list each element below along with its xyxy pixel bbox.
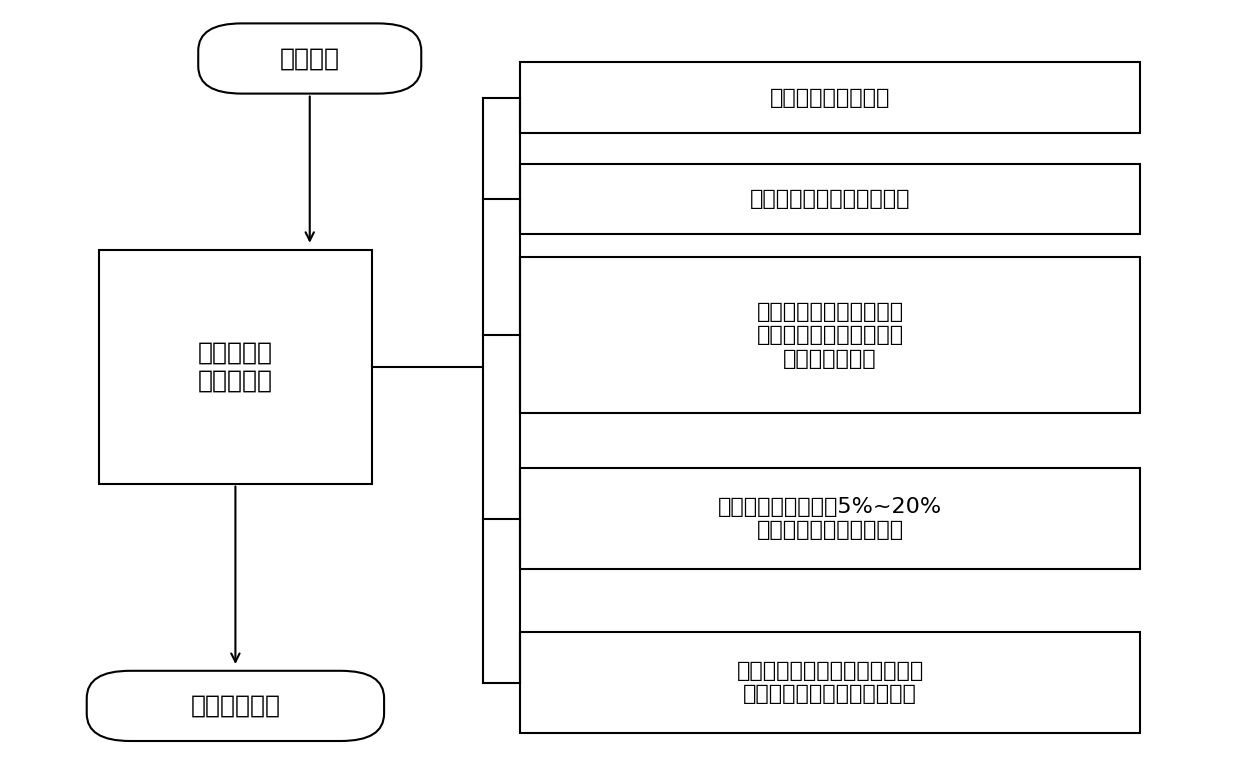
FancyBboxPatch shape <box>99 250 372 484</box>
FancyBboxPatch shape <box>520 632 1140 733</box>
Text: 获取硬盘配置信息并创建坏扇区
预测因子和预测坏扇区映射表: 获取硬盘配置信息并创建坏扇区 预测因子和预测坏扇区映射表 <box>736 661 924 704</box>
FancyBboxPatch shape <box>520 62 1140 133</box>
FancyBboxPatch shape <box>87 671 384 741</box>
Text: 硬盘上线完成: 硬盘上线完成 <box>191 694 280 718</box>
Text: 坏扇区管理
模块初始化: 坏扇区管理 模块初始化 <box>198 341 273 392</box>
FancyBboxPatch shape <box>520 257 1140 413</box>
FancyBboxPatch shape <box>198 23 421 94</box>
Text: 创建和初始化坏扇区映射表: 创建和初始化坏扇区映射表 <box>750 189 911 209</box>
Text: 系统启动: 系统启动 <box>280 47 339 70</box>
Text: 向系统申请内存资源: 向系统申请内存资源 <box>769 87 891 108</box>
Text: 获取硬盘容量并截留5%~20%
的硬盘空间作为预留扇区: 获取硬盘容量并截留5%~20% 的硬盘空间作为预留扇区 <box>719 497 942 541</box>
Text: 获取硬盘磁道和盘片数量
并建立从逻辑地址到物理
地址的映射关系: 获取硬盘磁道和盘片数量 并建立从逻辑地址到物理 地址的映射关系 <box>757 302 903 369</box>
FancyBboxPatch shape <box>520 468 1140 569</box>
FancyBboxPatch shape <box>520 164 1140 234</box>
